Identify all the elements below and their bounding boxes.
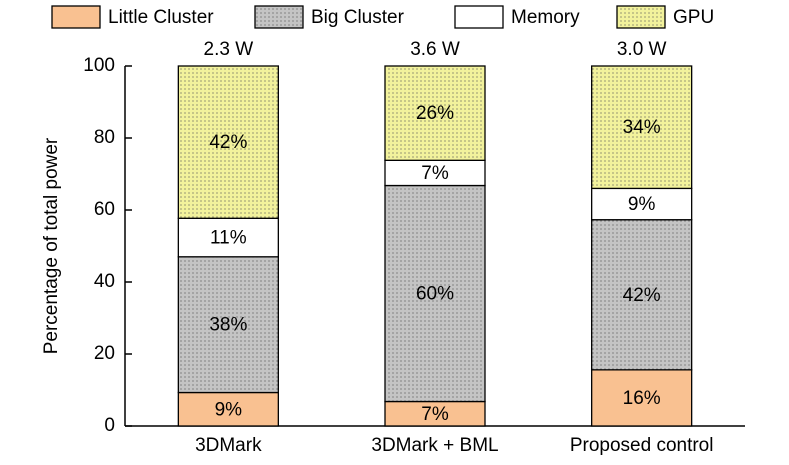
legend-swatch	[51, 5, 101, 29]
bar-segment	[177, 65, 279, 219]
value-label: 7%	[421, 404, 449, 425]
legend-label: Memory	[511, 7, 580, 28]
legend-swatch	[616, 5, 666, 29]
bar-segment	[384, 184, 486, 403]
y-tick-label: 100	[83, 55, 115, 76]
legend-label: Little Cluster	[108, 7, 214, 28]
x-tick-label: Proposed control	[570, 435, 714, 456]
value-label: 42%	[209, 132, 247, 153]
bar-segment	[384, 400, 486, 427]
value-label: 9%	[628, 194, 656, 215]
value-label: 7%	[421, 163, 449, 184]
y-axis-label: Percentage of total power	[41, 137, 62, 354]
value-label: 38%	[209, 315, 247, 336]
legend-label: Big Cluster	[311, 7, 405, 28]
y-tick-label: 20	[94, 343, 115, 364]
legend-swatch	[254, 5, 304, 29]
y-tick-label: 60	[94, 199, 115, 220]
bar-segment	[384, 65, 486, 161]
bar-segment	[177, 256, 279, 394]
total-label: 3.0 W	[617, 39, 667, 60]
legend-label: GPU	[673, 7, 714, 28]
bar-segment	[177, 217, 279, 258]
bar-segment	[591, 369, 693, 427]
value-label: 34%	[623, 117, 661, 138]
bar-segment	[177, 391, 279, 427]
x-tick-label: 3DMark + BML	[371, 435, 498, 456]
value-label: 60%	[416, 284, 454, 305]
bar-segment	[591, 65, 693, 190]
y-tick-label: 0	[104, 415, 115, 436]
total-label: 2.3 W	[204, 39, 254, 60]
value-label: 11%	[210, 228, 247, 249]
value-label: 26%	[416, 103, 454, 124]
value-label: 9%	[215, 399, 243, 420]
y-tick-label: 80	[94, 127, 115, 148]
legend-swatch	[454, 5, 504, 29]
value-label: 42%	[623, 285, 661, 306]
bar-segment	[591, 187, 693, 221]
y-tick-label: 40	[94, 271, 115, 292]
total-label: 3.6 W	[410, 39, 460, 60]
x-tick-label: 3DMark	[195, 435, 262, 456]
bar-segment	[591, 219, 693, 371]
value-label: 16%	[623, 388, 661, 409]
